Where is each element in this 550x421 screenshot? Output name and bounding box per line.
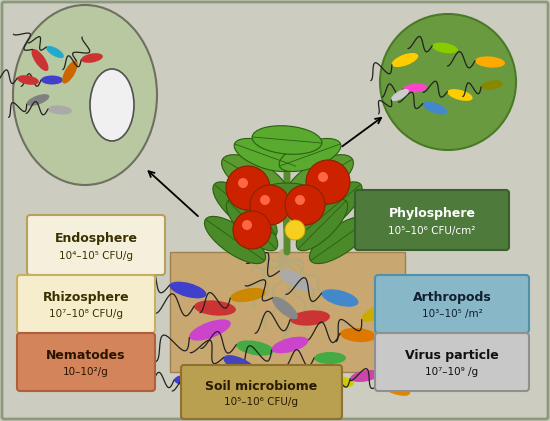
Ellipse shape	[322, 376, 354, 388]
Ellipse shape	[252, 126, 322, 154]
Ellipse shape	[380, 380, 410, 396]
Text: 10³–10⁵ /m²: 10³–10⁵ /m²	[422, 309, 482, 320]
Ellipse shape	[222, 155, 288, 201]
Ellipse shape	[350, 370, 380, 382]
Ellipse shape	[226, 199, 278, 251]
Ellipse shape	[194, 300, 236, 316]
Ellipse shape	[447, 89, 472, 101]
FancyBboxPatch shape	[181, 365, 342, 419]
Circle shape	[285, 185, 325, 225]
Ellipse shape	[174, 375, 202, 386]
Ellipse shape	[272, 337, 309, 353]
Text: Soil microbiome: Soil microbiome	[205, 380, 318, 393]
Text: Virus particle: Virus particle	[405, 349, 499, 362]
FancyBboxPatch shape	[355, 190, 509, 250]
Ellipse shape	[361, 302, 394, 322]
Ellipse shape	[41, 75, 63, 85]
Circle shape	[260, 195, 270, 205]
Ellipse shape	[31, 49, 48, 71]
Ellipse shape	[408, 373, 436, 384]
FancyBboxPatch shape	[375, 333, 529, 391]
Ellipse shape	[213, 182, 277, 238]
Ellipse shape	[481, 80, 503, 90]
Ellipse shape	[81, 53, 103, 63]
Text: 10⁵–10⁶ CFU/g: 10⁵–10⁶ CFU/g	[224, 397, 299, 407]
Ellipse shape	[189, 320, 231, 341]
Ellipse shape	[314, 352, 346, 364]
Text: Arthropods: Arthropods	[412, 291, 491, 304]
Text: Endosphere: Endosphere	[54, 232, 138, 245]
Ellipse shape	[287, 155, 354, 201]
Ellipse shape	[322, 289, 359, 307]
Ellipse shape	[17, 75, 39, 85]
Ellipse shape	[230, 288, 266, 302]
Circle shape	[233, 211, 271, 249]
Text: 10⁵–10⁶ CFU/cm²: 10⁵–10⁶ CFU/cm²	[388, 226, 476, 236]
FancyBboxPatch shape	[170, 252, 405, 372]
Text: Phylosphere: Phylosphere	[388, 207, 476, 220]
Ellipse shape	[236, 340, 274, 356]
FancyBboxPatch shape	[17, 333, 155, 391]
Ellipse shape	[475, 56, 505, 68]
Text: 10⁴–10⁵ CFU/g: 10⁴–10⁵ CFU/g	[59, 251, 133, 261]
Circle shape	[226, 166, 270, 210]
Ellipse shape	[200, 384, 230, 397]
Ellipse shape	[48, 105, 72, 115]
Ellipse shape	[391, 89, 409, 101]
Ellipse shape	[298, 182, 362, 238]
FancyBboxPatch shape	[17, 275, 155, 333]
Ellipse shape	[392, 53, 419, 67]
Circle shape	[318, 172, 328, 182]
Ellipse shape	[272, 297, 298, 319]
FancyBboxPatch shape	[375, 275, 529, 333]
Text: Rhizosphere: Rhizosphere	[43, 291, 129, 304]
Circle shape	[238, 178, 248, 188]
FancyBboxPatch shape	[27, 215, 165, 275]
Ellipse shape	[403, 83, 427, 93]
Text: Nematodes: Nematodes	[46, 349, 126, 362]
Circle shape	[380, 14, 516, 150]
Ellipse shape	[290, 310, 330, 326]
Ellipse shape	[234, 139, 296, 171]
Ellipse shape	[205, 216, 266, 264]
Ellipse shape	[279, 139, 341, 171]
Ellipse shape	[340, 328, 376, 342]
Circle shape	[250, 185, 290, 225]
Ellipse shape	[232, 372, 258, 384]
Circle shape	[242, 220, 252, 230]
Ellipse shape	[422, 101, 447, 115]
Ellipse shape	[257, 183, 317, 207]
Text: 10⁷–10⁹ /g: 10⁷–10⁹ /g	[426, 368, 478, 377]
Circle shape	[295, 195, 305, 205]
Text: 10–10²/g: 10–10²/g	[63, 368, 109, 377]
Ellipse shape	[90, 69, 134, 141]
Ellipse shape	[432, 43, 458, 53]
Text: 10⁷–10⁸ CFU/g: 10⁷–10⁸ CFU/g	[49, 309, 123, 320]
Circle shape	[285, 220, 305, 240]
Ellipse shape	[26, 94, 50, 106]
Ellipse shape	[13, 5, 157, 185]
Ellipse shape	[46, 46, 64, 58]
Ellipse shape	[279, 269, 311, 291]
Ellipse shape	[296, 199, 348, 251]
Ellipse shape	[169, 282, 206, 298]
Circle shape	[306, 160, 350, 204]
Ellipse shape	[310, 216, 371, 264]
Ellipse shape	[223, 355, 257, 375]
Ellipse shape	[62, 61, 78, 83]
